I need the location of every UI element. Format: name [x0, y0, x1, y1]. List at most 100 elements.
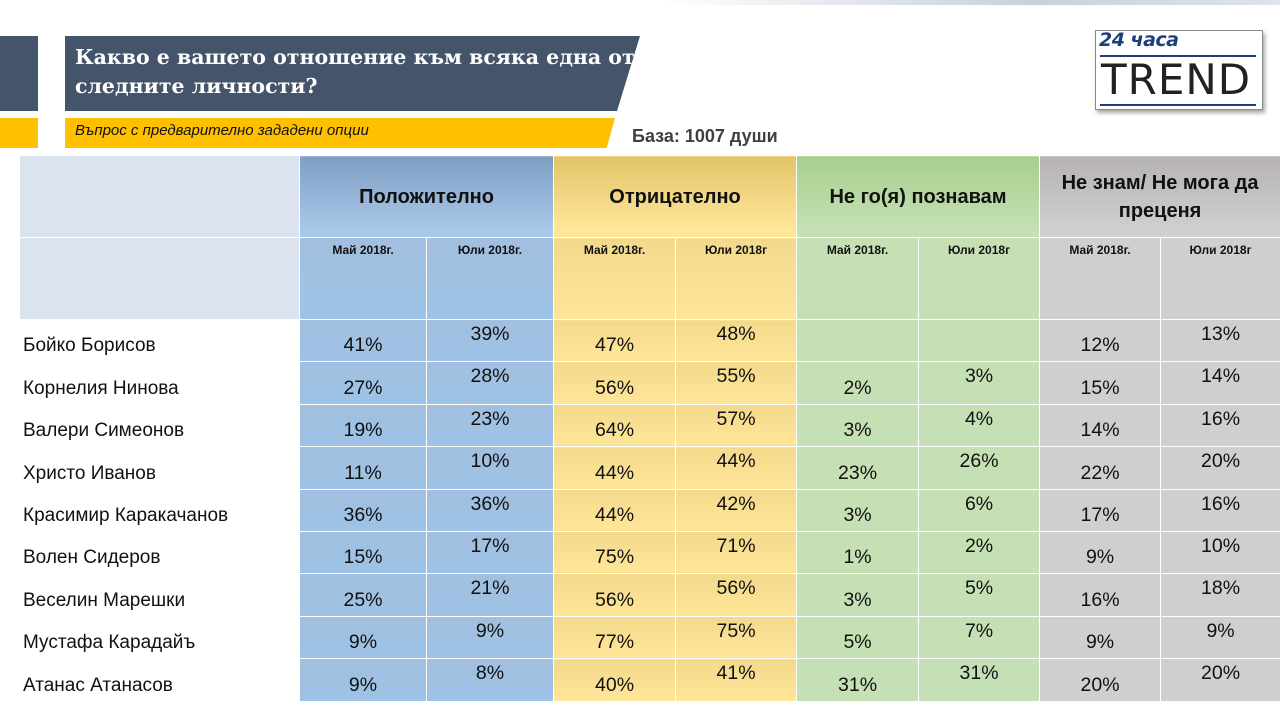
value-cell: 27% — [299, 361, 427, 405]
value-cell: 36% — [299, 488, 427, 532]
group-header-row: Положително Отрицателно Не го(я) познава… — [19, 155, 1280, 238]
value-cell: 8% — [425, 658, 555, 702]
value-cell: 15% — [299, 530, 427, 575]
value-cell: 5% — [918, 573, 1041, 617]
value-cell: 20% — [1039, 658, 1162, 702]
value-cell: 75% — [675, 615, 798, 660]
value-cell: 2% — [918, 530, 1041, 575]
person-name: Бойко Борисов — [19, 318, 300, 363]
value-cell: 57% — [675, 403, 798, 448]
value-cell: 25% — [299, 573, 427, 617]
value-cell: 9% — [1160, 615, 1280, 660]
value-cell: 26% — [918, 446, 1041, 490]
value-cell: 16% — [1160, 488, 1280, 532]
trend-logo: 24 часа TREND — [1095, 29, 1263, 110]
table-row: Христо Иванов 11% 10% 44% 44% 23% 26% 22… — [19, 446, 1280, 490]
value-cell: 10% — [425, 446, 555, 490]
logo-divider — [1100, 55, 1256, 57]
group-header-negative: Отрицателно — [553, 155, 798, 238]
corner-cell — [19, 155, 300, 238]
value-cell: 9% — [1039, 615, 1162, 660]
value-cell: 56% — [553, 361, 677, 405]
period-header: Май 2018г. — [1039, 237, 1162, 320]
value-cell: 44% — [675, 446, 798, 490]
person-name: Веселин Марешки — [19, 573, 300, 617]
table-row: Веселин Марешки 25% 21% 56% 56% 3% 5% 16… — [19, 573, 1280, 617]
value-cell: 31% — [796, 658, 920, 702]
value-cell: 2% — [796, 361, 920, 405]
value-cell: 16% — [1039, 573, 1162, 617]
page-subtitle: Въпрос с предварително зададени опции — [75, 122, 369, 139]
period-header: Май 2018г. — [553, 237, 677, 320]
value-cell: 10% — [1160, 530, 1280, 575]
table-row: Валери Симеонов 19% 23% 64% 57% 3% 4% 14… — [19, 403, 1280, 448]
value-cell: 3% — [796, 573, 920, 617]
period-header-row: Май 2018г. Юли 2018г. Май 2018г. Юли 201… — [19, 237, 1280, 320]
value-cell: 14% — [1160, 361, 1280, 405]
group-header-positive: Положително — [298, 155, 555, 238]
value-cell: 6% — [918, 488, 1041, 532]
value-cell: 16% — [1160, 403, 1280, 448]
value-cell: 9% — [425, 615, 555, 660]
table-row: Мустафа Карадайъ 9% 9% 77% 75% 5% 7% 9% … — [19, 615, 1280, 660]
table-row: Волен Сидеров 15% 17% 75% 71% 1% 2% 9% 1… — [19, 530, 1280, 575]
value-cell: 39% — [425, 318, 555, 363]
value-cell: 17% — [1039, 488, 1162, 532]
logo-trend: TREND — [1101, 55, 1252, 104]
table-row: Корнелия Нинова 27% 28% 56% 55% 2% 3% 15… — [19, 361, 1280, 405]
corner-cell-sub — [19, 237, 300, 320]
value-cell: 56% — [675, 573, 798, 617]
title-banner — [65, 36, 640, 111]
value-cell: 4% — [918, 403, 1041, 448]
value-cell: 15% — [1039, 361, 1162, 405]
value-cell: 13% — [1160, 318, 1280, 363]
table-row: Красимир Каракачанов 36% 36% 44% 42% 3% … — [19, 488, 1280, 532]
top-decoration — [660, 0, 1280, 5]
group-header-unknown: Не го(я) познавам — [796, 155, 1041, 238]
value-cell: 64% — [553, 403, 677, 448]
period-header: Юли 2018г — [1160, 237, 1280, 320]
value-cell: 31% — [918, 658, 1041, 702]
value-cell: 12% — [1039, 318, 1162, 363]
value-cell: 3% — [796, 403, 920, 448]
value-cell: 18% — [1160, 573, 1280, 617]
value-cell: 11% — [299, 446, 427, 490]
value-cell: 7% — [918, 615, 1041, 660]
value-cell: 9% — [299, 615, 427, 660]
value-cell: 14% — [1039, 403, 1162, 448]
person-name: Христо Иванов — [19, 446, 300, 490]
value-cell: 36% — [425, 488, 555, 532]
value-cell: 44% — [553, 488, 677, 532]
value-cell: 5% — [796, 615, 920, 660]
person-name: Волен Сидеров — [19, 530, 300, 575]
value-cell: 22% — [1039, 446, 1162, 490]
value-cell: 40% — [553, 658, 677, 702]
survey-table: Положително Отрицателно Не го(я) познава… — [19, 155, 1280, 702]
period-header: Юли 2018г — [918, 237, 1041, 320]
person-name: Красимир Каракачанов — [19, 488, 300, 532]
value-cell — [796, 318, 920, 363]
person-name: Атанас Атанасов — [19, 658, 300, 702]
value-cell: 3% — [796, 488, 920, 532]
value-cell: 75% — [553, 530, 677, 575]
value-cell: 1% — [796, 530, 920, 575]
value-cell: 71% — [675, 530, 798, 575]
value-cell: 19% — [299, 403, 427, 448]
value-cell: 48% — [675, 318, 798, 363]
table-row: Бойко Борисов 41% 39% 47% 48% 12% 13% — [19, 318, 1280, 363]
subtitle-banner — [65, 118, 615, 148]
period-header: Юли 2018г — [675, 237, 798, 320]
period-header: Май 2018г. — [299, 237, 427, 320]
value-cell: 47% — [553, 318, 677, 363]
value-cell — [918, 318, 1041, 363]
person-name: Мустафа Карадайъ — [19, 615, 300, 660]
value-cell: 21% — [425, 573, 555, 617]
person-name: Валери Симеонов — [19, 403, 300, 448]
value-cell: 41% — [675, 658, 798, 702]
value-cell: 9% — [299, 658, 427, 702]
value-cell: 77% — [553, 615, 677, 660]
value-cell: 44% — [553, 446, 677, 490]
subtitle-side-block — [0, 118, 38, 148]
value-cell: 28% — [425, 361, 555, 405]
table-row: Атанас Атанасов 9% 8% 40% 41% 31% 31% 20… — [19, 658, 1280, 702]
